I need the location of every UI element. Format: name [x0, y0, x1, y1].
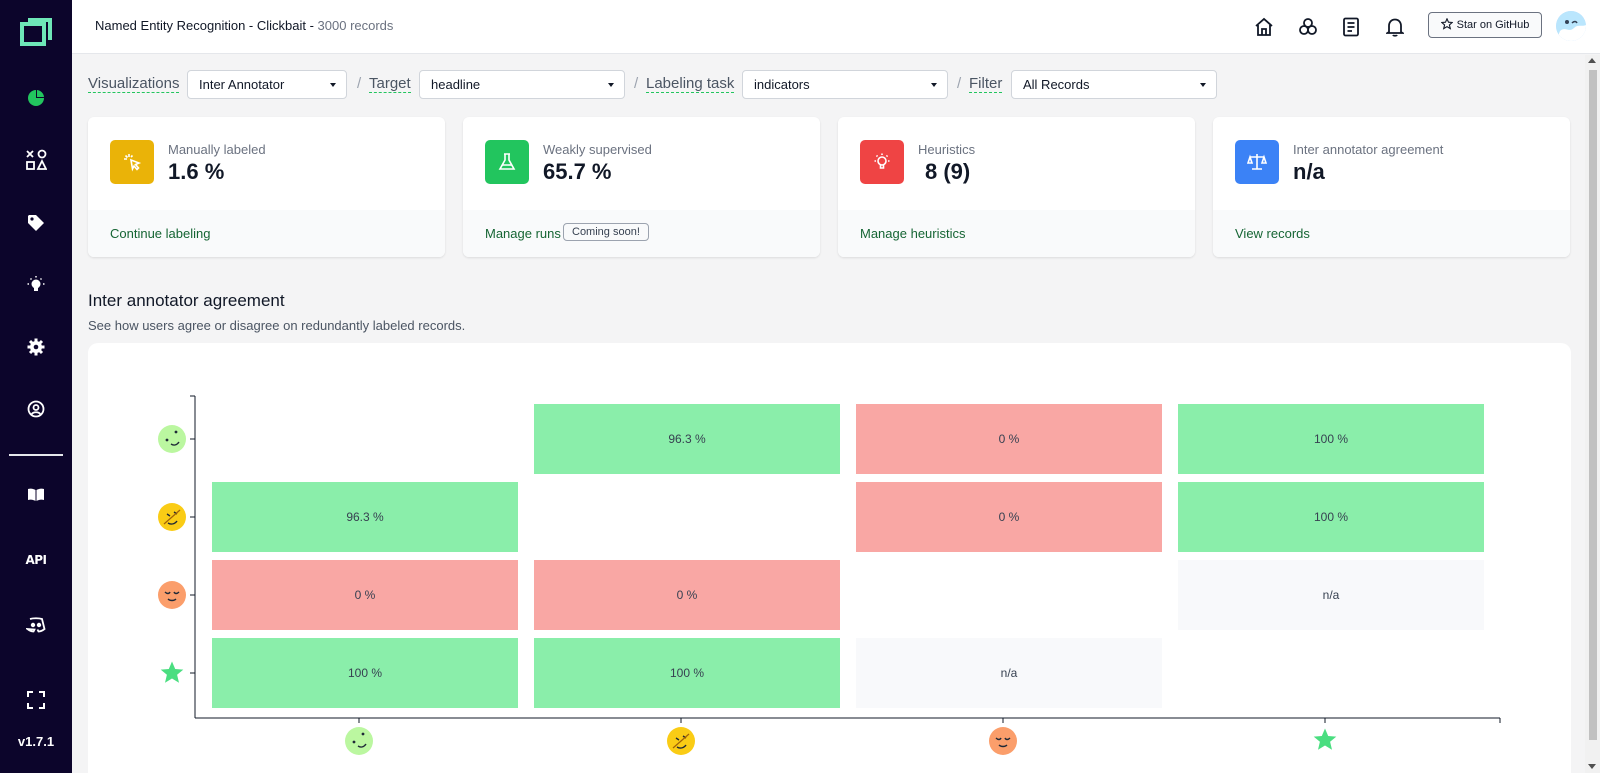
- sidebar-item-heuristics[interactable]: [0, 265, 72, 305]
- star-on-github-button[interactable]: Star on GitHub: [1428, 12, 1542, 38]
- stat-card-manually-labeled: Manually labeled 1.6 % Continue labeling: [88, 117, 445, 257]
- visualizations-select[interactable]: Inter Annotator: [187, 70, 347, 99]
- scrollbar-thumb[interactable]: [1589, 70, 1597, 740]
- target-select[interactable]: headline: [419, 70, 625, 99]
- card-footer: View records: [1213, 210, 1570, 257]
- gear-icon: [27, 338, 45, 356]
- top-bar: Named Entity Recognition - Clickbait - 3…: [72, 0, 1600, 54]
- sidebar-divider: [9, 454, 63, 456]
- stat-value: n/a: [1293, 159, 1325, 184]
- sidebar-item-discord[interactable]: [0, 605, 72, 645]
- stat-value: 65.7 %: [543, 159, 612, 184]
- heatmap-cell[interactable]: 0 %: [534, 560, 840, 630]
- book-icon: [27, 488, 45, 502]
- scroll-down-arrow-icon[interactable]: [1588, 764, 1596, 769]
- continue-labeling-link[interactable]: Continue labeling: [110, 226, 211, 241]
- sidebar-item-overview[interactable]: [0, 78, 72, 118]
- kern-logo-icon[interactable]: [20, 18, 52, 46]
- sidebar-item-docs[interactable]: [0, 475, 72, 515]
- card-footer: Manage runs Coming soon!: [463, 210, 820, 257]
- stat-label: Inter annotator agreement: [1293, 142, 1444, 157]
- notes-icon[interactable]: [1338, 14, 1364, 40]
- project-title: Named Entity Recognition - Clickbait - 3…: [95, 18, 393, 33]
- chevron-down-icon: [330, 83, 336, 87]
- sidebar-item-fullscreen[interactable]: [0, 680, 72, 720]
- tag-icon: [27, 214, 45, 232]
- sidebar-item-api[interactable]: API: [0, 540, 72, 580]
- heatmap-cell[interactable]: 0 %: [856, 482, 1162, 552]
- manage-runs-link[interactable]: Manage runs: [485, 226, 561, 241]
- api-label: API: [25, 553, 47, 567]
- heatmap-cell[interactable]: 100 %: [534, 638, 840, 708]
- section-subtitle: See how users agree or disagree on redun…: [88, 318, 466, 333]
- sidebar-item-data-browser[interactable]: [0, 140, 72, 180]
- heatmap-cell[interactable]: 100 %: [212, 638, 518, 708]
- lightbulb-icon: [860, 140, 904, 184]
- heatmap-cell[interactable]: 96.3 %: [534, 404, 840, 474]
- heatmap-cell[interactable]: 0 %: [856, 404, 1162, 474]
- heatmap-cell[interactable]: n/a: [1178, 560, 1484, 630]
- heatmap-cell[interactable]: 100 %: [1178, 482, 1484, 552]
- labeling-task-select[interactable]: indicators: [742, 70, 948, 99]
- chevron-down-icon: [1200, 83, 1206, 87]
- record-count: 3000 records: [317, 18, 394, 33]
- stat-card-heuristics: Heuristics 8 (9) Manage heuristics: [838, 117, 1195, 257]
- scroll-up-arrow-icon[interactable]: [1588, 58, 1596, 63]
- sidebar: API v1.7.1: [0, 0, 72, 773]
- separator-slash: /: [357, 75, 362, 92]
- sidebar-item-settings[interactable]: [0, 327, 72, 367]
- github-label: Star on GitHub: [1456, 19, 1530, 31]
- separator-slash: /: [957, 75, 962, 92]
- visualizations-value: Inter Annotator: [199, 77, 285, 92]
- heatmap-cell[interactable]: 96.3 %: [212, 482, 518, 552]
- target-value: headline: [431, 77, 481, 92]
- user-circle-icon: [27, 400, 45, 418]
- projects-icon[interactable]: [1295, 14, 1321, 40]
- lightbulb-icon: [26, 275, 46, 295]
- separator-slash: /: [634, 75, 639, 92]
- card-footer: Continue labeling: [88, 210, 445, 257]
- stat-card-inter-annotator: Inter annotator agreement n/a View recor…: [1213, 117, 1570, 257]
- user-avatar[interactable]: [1556, 11, 1586, 41]
- discord-icon: [26, 617, 46, 633]
- heatmap-cell[interactable]: 0 %: [212, 560, 518, 630]
- card-footer: Manage heuristics: [838, 210, 1195, 257]
- sidebar-item-labeling[interactable]: [0, 203, 72, 243]
- filter-select[interactable]: All Records: [1011, 70, 1217, 99]
- home-icon[interactable]: [1251, 14, 1277, 40]
- visualizations-label[interactable]: Visualizations: [88, 75, 180, 93]
- heatmap-cell[interactable]: 100 %: [1178, 404, 1484, 474]
- view-records-link[interactable]: View records: [1235, 226, 1310, 241]
- labeling-task-value: indicators: [754, 77, 810, 92]
- section-title: Inter annotator agreement: [88, 291, 285, 310]
- heatmap-cell[interactable]: n/a: [856, 638, 1162, 708]
- bell-icon[interactable]: [1382, 14, 1408, 40]
- chevron-down-icon: [608, 83, 614, 87]
- filter-label[interactable]: Filter: [969, 75, 1003, 93]
- chevron-down-icon: [931, 83, 937, 87]
- project-name: Named Entity Recognition - Clickbait -: [95, 18, 318, 33]
- scale-icon: [1235, 140, 1279, 184]
- pie-chart-icon: [27, 89, 45, 107]
- stat-card-weakly-supervised: Weakly supervised 65.7 % Manage runs Com…: [463, 117, 820, 257]
- target-label[interactable]: Target: [369, 75, 411, 93]
- labeling-task-label[interactable]: Labeling task: [646, 75, 735, 93]
- filter-value: All Records: [1023, 77, 1090, 92]
- sidebar-item-admin[interactable]: [0, 389, 72, 429]
- stat-value: 1.6 %: [168, 159, 225, 184]
- manage-heuristics-link[interactable]: Manage heuristics: [860, 226, 966, 241]
- cursor-click-icon: [110, 140, 154, 184]
- stat-value: 8 (9): [925, 159, 971, 184]
- star-icon: [1440, 16, 1454, 33]
- stat-label: Heuristics: [918, 142, 976, 157]
- stat-label: Manually labeled: [168, 142, 266, 157]
- coming-soon-badge: Coming soon!: [563, 223, 649, 241]
- app-version: v1.7.1: [17, 734, 55, 749]
- shapes-icon: [25, 149, 47, 171]
- flask-icon: [485, 140, 529, 184]
- stat-label: Weakly supervised: [543, 142, 652, 157]
- fullscreen-icon: [27, 691, 45, 709]
